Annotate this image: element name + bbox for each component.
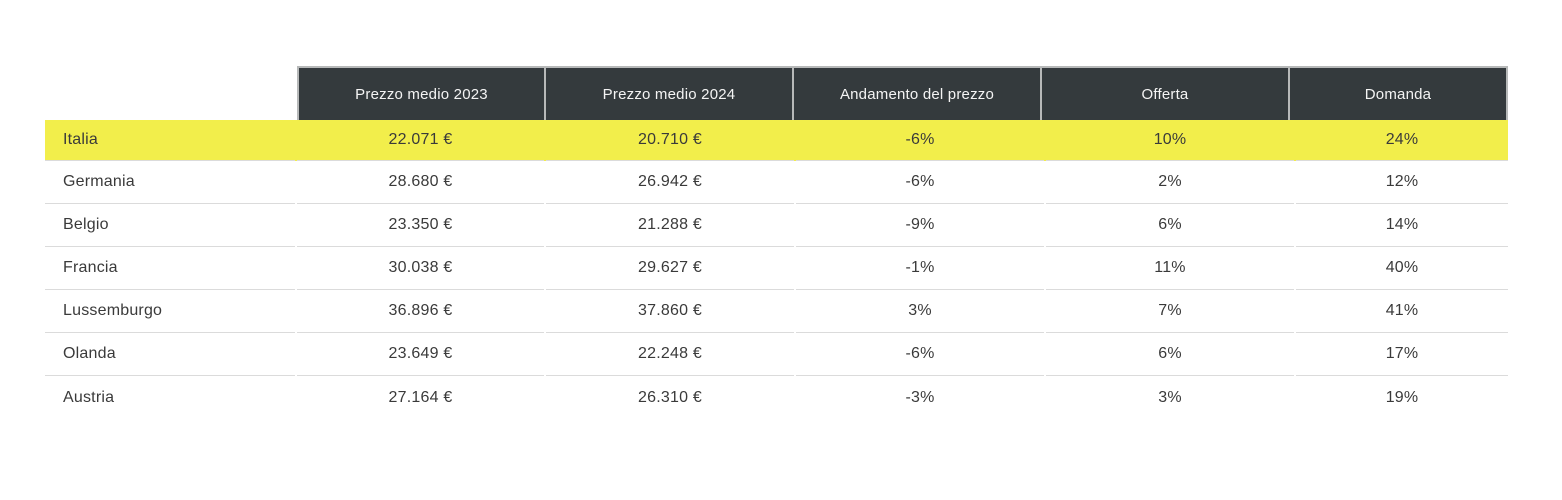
price-2023-cell: 23.649 € [297,333,544,376]
table-row: Lussemburgo 36.896 € 37.860 € 3% 7% 41% [45,290,1508,333]
price-2024-cell: 22.248 € [546,333,794,376]
price-2023-cell: 36.896 € [297,290,544,333]
offer-cell: 6% [1046,204,1294,247]
price-2024-cell: 29.627 € [546,247,794,290]
price-trend-cell: -1% [796,247,1044,290]
column-header-domanda: Domanda [1290,68,1506,120]
demand-cell: 12% [1296,161,1508,204]
price-2023-cell: 23.350 € [297,204,544,247]
country-cell: Francia [45,247,295,290]
table-row-highlighted: Italia 22.071 € 20.710 € -6% 10% 24% [45,120,1508,161]
country-cell: Italia [45,120,295,161]
table-row: Austria 27.164 € 26.310 € -3% 3% 19% [45,376,1508,419]
price-2024-cell: 26.310 € [638,388,702,406]
country-cell: Lussemburgo [45,290,295,333]
offer-cell: 11% [1046,247,1294,290]
column-header-prezzo-medio-2023: Prezzo medio 2023 [299,68,544,120]
offer-cell: 7% [1046,290,1294,333]
price-2023-cell: 30.038 € [297,247,544,290]
table-header-row: Prezzo medio 2023 Prezzo medio 2024 Anda… [297,66,1508,120]
price-2023-cell: 27.164 € [388,388,453,406]
demand-cell: 40% [1296,247,1508,290]
demand-cell: 24% [1296,120,1508,161]
country-cell: Olanda [45,333,295,376]
country-cell: Austria [63,388,115,406]
table-row: Olanda 23.649 € 22.248 € -6% 6% 17% [45,333,1508,376]
demand-cell: 14% [1296,204,1508,247]
offer-cell: 10% [1046,120,1294,161]
price-trend-cell: -6% [796,120,1044,161]
table-row: Germania 28.680 € 26.942 € -6% 2% 12% [45,161,1508,204]
demand-cell: 17% [1296,333,1508,376]
price-2024-cell: 37.860 € [546,290,794,333]
price-trend-cell: 3% [796,290,1044,333]
offer-cell: 3% [1158,388,1182,406]
price-trend-cell: -6% [796,333,1044,376]
table-row: Belgio 23.350 € 21.288 € -9% 6% 14% [45,204,1508,247]
table-row: Francia 30.038 € 29.627 € -1% 11% 40% [45,247,1508,290]
price-2024-cell: 21.288 € [546,204,794,247]
demand-cell: 41% [1296,290,1508,333]
offer-cell: 6% [1046,333,1294,376]
price-trend-cell: -3% [905,388,935,406]
country-cell: Belgio [45,204,295,247]
price-trend-cell: -6% [796,161,1044,204]
column-header-offerta: Offerta [1042,68,1288,120]
price-2024-cell: 26.942 € [546,161,794,204]
price-2023-cell: 22.071 € [297,120,544,161]
demand-cell: 19% [1385,388,1419,406]
price-2024-cell: 20.710 € [546,120,794,161]
price-2023-cell: 28.680 € [297,161,544,204]
column-header-prezzo-medio-2024: Prezzo medio 2024 [546,68,792,120]
country-cell: Germania [45,161,295,204]
price-trend-cell: -9% [796,204,1044,247]
price-comparison-table: Prezzo medio 2023 Prezzo medio 2024 Anda… [45,66,1508,419]
column-header-andamento-del-prezzo: Andamento del prezzo [794,68,1040,120]
offer-cell: 2% [1046,161,1294,204]
